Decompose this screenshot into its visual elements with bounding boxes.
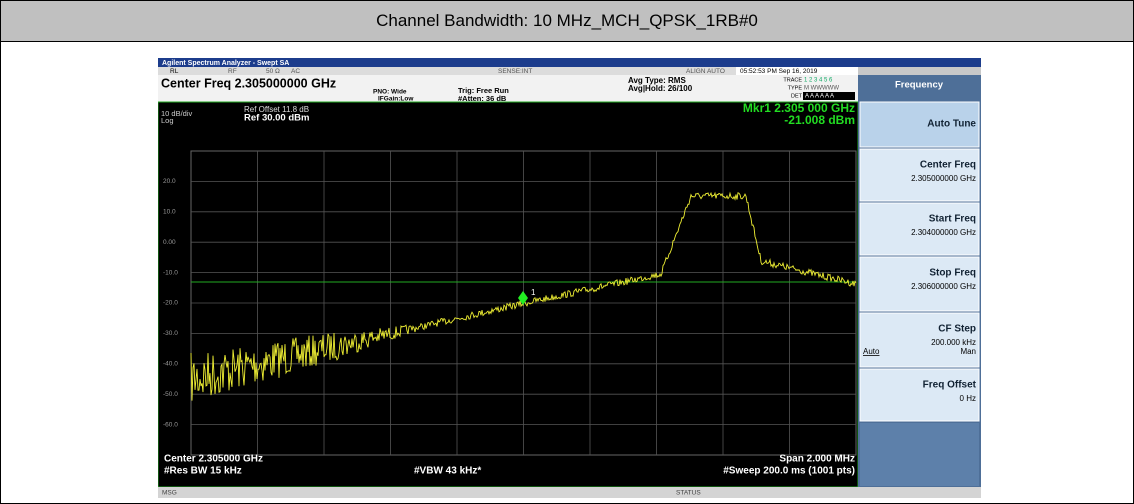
type: M WWWWW [804,86,839,92]
button-option: Man [960,347,976,356]
ref-offset: Ref Offset 11.8 dB [244,105,309,114]
button-label: Center Freq [920,160,976,171]
y-label: -50.0 [163,391,178,398]
msg: MSG [162,490,177,497]
y-label: -30.0 [163,330,178,337]
button-value: 0 Hz [960,394,976,403]
header-title: Channel Bandwidth: 10 MHz_MCH_QPSK_1RB#0 [1,1,1133,42]
status-rl: RL [170,68,179,75]
menu-empty [860,423,979,486]
marker-diamond [518,291,528,305]
trace-label: TRACE [783,77,802,83]
app-title: Agilent Spectrum Analyzer - Swept SA [162,60,289,67]
settings-area [158,75,858,102]
status-coupling: AC [291,68,300,75]
status-align: ALIGN AUTO [686,68,725,75]
status-label: STATUS [676,490,701,497]
trace: 1 2 3 4 5 6 [804,78,833,84]
menu-button [859,148,980,202]
span: Span 2.000 MHz [779,454,855,465]
y-label: -10.0 [163,269,178,276]
menu-button [859,368,980,422]
center-label: Center 2.305000 GHz [164,454,263,465]
scale: 10 dB/div [161,109,193,118]
status-rf: RF [228,68,237,75]
status-impedance: 50 Ω [266,68,280,75]
menu-title: Frequency [895,80,944,91]
ifgain: IFGain:Low [378,96,414,103]
det-label: DET [791,93,803,99]
menu-button [859,202,980,256]
menu-button [859,256,980,312]
message-bar [158,487,981,498]
pno: PNO: Wide [373,89,407,96]
center-freq: Center Freq 2.305000000 GHz [161,76,336,90]
analyzer-screen: Agilent Spectrum Analyzer - Swept SA RL … [158,58,981,498]
button-label: CF Step [938,324,976,335]
log: Log [161,116,174,125]
atten: #Atten: 36 dB [458,94,507,103]
plot-area [158,101,859,488]
type-label: TYPE [788,85,803,91]
button-value: 2.305000000 GHz [911,174,976,183]
button-value: 2.306000000 GHz [911,282,976,291]
vbw: #VBW 43 kHz* [414,466,481,477]
y-label: 0.00 [163,239,176,246]
marker-freq: Mkr1 2.305 000 GHz [743,101,855,115]
ref-level: Ref 30.00 dBm [244,113,309,124]
menu-buttons: Auto Tune Center Freq 2.305000000 GHz Start… [859,101,980,486]
button-label: Freq Offset [923,380,977,391]
avg-hold: Avg|Hold: 26/100 [628,84,693,93]
button-label: Auto Tune [927,119,976,130]
y-label: 10.0 [163,209,176,216]
titlebar [158,58,981,67]
sweep: #Sweep 200.0 ms (1001 pts) [723,466,855,477]
button-label: Stop Freq [929,268,976,279]
det: A A A A A A [805,94,834,100]
status-row [158,67,858,75]
menu-button [859,312,980,368]
button-value: 200.000 kHz [931,338,976,347]
det-box [803,92,855,100]
y-label: 20.0 [163,178,176,185]
avg-type: Avg Type: RMS [628,76,686,85]
status-datetime: 05:52:53 PM Sep 16, 2019 [740,68,818,75]
button-label: Start Freq [929,214,976,225]
menu-button [859,101,980,148]
button-option: Auto [863,347,880,356]
y-label: -40.0 [163,361,178,368]
graticule: 20.0 10.0 0.00 -10.0 -20.0 -30.0 -40.0 -50.0 -60… [163,150,857,456]
y-label: -20.0 [163,300,178,307]
marker-name: 1 [531,288,536,297]
button-value: 2.304000000 GHz [911,228,976,237]
trig: Trig: Free Run [458,86,509,95]
res-bw: #Res BW 15 kHz [164,466,242,477]
status-sense: SENSE:INT [498,68,532,75]
marker-level: -21.008 dBm [784,113,855,127]
datetime-box [736,67,858,75]
y-label: -60.0 [163,421,178,428]
